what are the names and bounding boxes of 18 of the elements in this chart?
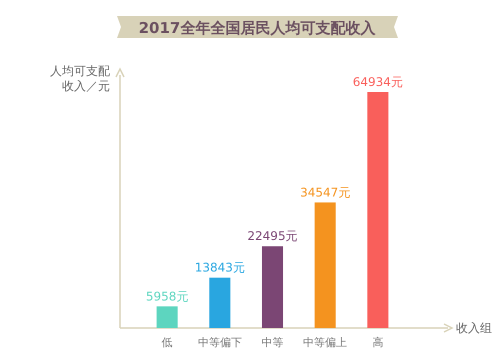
data-label: 13843元 bbox=[194, 260, 245, 275]
x-tick-label: 中等偏上 bbox=[303, 336, 348, 349]
x-tick-label: 高 bbox=[372, 336, 384, 349]
y-axis-title: 人均可支配收入／元 bbox=[50, 64, 110, 93]
x-tick-label: 低 bbox=[162, 336, 173, 349]
data-label: 34547元 bbox=[300, 185, 350, 200]
x-tick-label: 中等偏下 bbox=[198, 336, 242, 349]
bar bbox=[156, 306, 178, 328]
x-axis-title: 收入组 bbox=[456, 321, 492, 335]
bar bbox=[314, 202, 336, 328]
bar bbox=[367, 92, 388, 328]
data-label: 64934元 bbox=[352, 75, 403, 89]
bar bbox=[262, 246, 284, 328]
data-label: 5958元 bbox=[146, 289, 188, 304]
chart-title: 2017全年全国居民人均可支配收入 bbox=[138, 19, 376, 37]
x-tick-label: 中等 bbox=[262, 336, 284, 349]
bar bbox=[209, 278, 230, 328]
data-label: 22495元 bbox=[247, 229, 298, 244]
